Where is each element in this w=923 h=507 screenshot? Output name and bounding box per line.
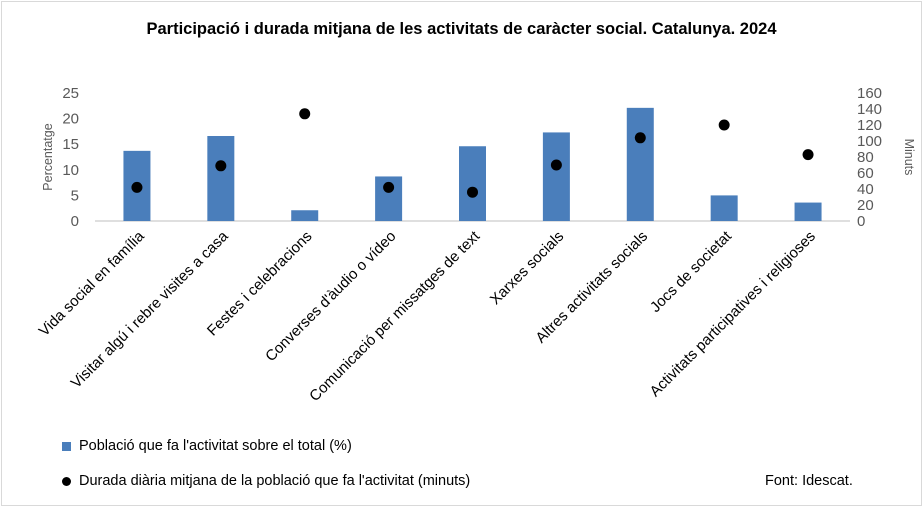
- y-axis-title: Percentatge: [41, 123, 55, 190]
- y2-axis-title: Minuts: [902, 139, 916, 176]
- y-tick-label: 5: [71, 187, 79, 204]
- y2-tick-label: 140: [857, 101, 882, 118]
- y2-tick-label: 60: [857, 165, 874, 182]
- y-tick-label: 15: [62, 136, 79, 153]
- bar: [207, 136, 235, 221]
- legend-item-bar: Població que fa l'activitat sobre el tot…: [62, 438, 352, 454]
- legend-dot-swatch: [62, 476, 71, 486]
- chart-title: Participació i durada mitjana de les act…: [146, 20, 777, 38]
- scatter-point: [467, 186, 478, 198]
- y-tick-label: 25: [62, 85, 79, 102]
- bar: [291, 210, 319, 221]
- bar: [459, 146, 486, 221]
- y2-tick-label: 120: [857, 117, 882, 134]
- legend-bar-label: Població que fa l'activitat sobre el tot…: [79, 438, 352, 454]
- y2-tick-label: 160: [857, 85, 882, 102]
- y2-tick-label: 40: [857, 181, 874, 198]
- scatter-point: [215, 160, 227, 172]
- scatter-point: [299, 108, 311, 120]
- source-note: Font: Idescat.: [765, 473, 853, 489]
- y-tick-label: 20: [62, 111, 79, 128]
- scatter-point: [550, 159, 562, 171]
- x-tick-label: Visitar algú i rebre visites a casa: [68, 227, 232, 391]
- scatter-point: [383, 181, 395, 193]
- y2-tick-label: 100: [857, 133, 882, 150]
- scatter-point: [131, 181, 143, 193]
- scatter-point: [718, 119, 730, 131]
- x-tick-label: Jocs de societat: [647, 227, 736, 316]
- y2-tick-label: 20: [857, 197, 874, 214]
- y2-tick-label: 80: [857, 149, 874, 166]
- y-tick-label: 0: [71, 213, 79, 230]
- x-tick-label: Activitats participatives i religioses: [647, 228, 819, 400]
- bar: [542, 132, 570, 221]
- legend-item-dot: Durada diària mitjana de la població que…: [62, 473, 470, 489]
- bar: [710, 195, 738, 221]
- scatter-point: [802, 149, 814, 161]
- legend-bar-swatch: [62, 441, 71, 451]
- scatter-point: [634, 132, 646, 144]
- x-tick-label: Xarxes socials: [487, 228, 567, 308]
- legend-dot-label: Durada diària mitjana de la població que…: [79, 473, 471, 489]
- y2-tick-label: 0: [857, 213, 865, 230]
- x-tick-label: Comunicació per missatges de text: [306, 227, 484, 405]
- bar: [794, 202, 822, 221]
- bar: [626, 107, 654, 221]
- y-tick-label: 10: [62, 162, 79, 179]
